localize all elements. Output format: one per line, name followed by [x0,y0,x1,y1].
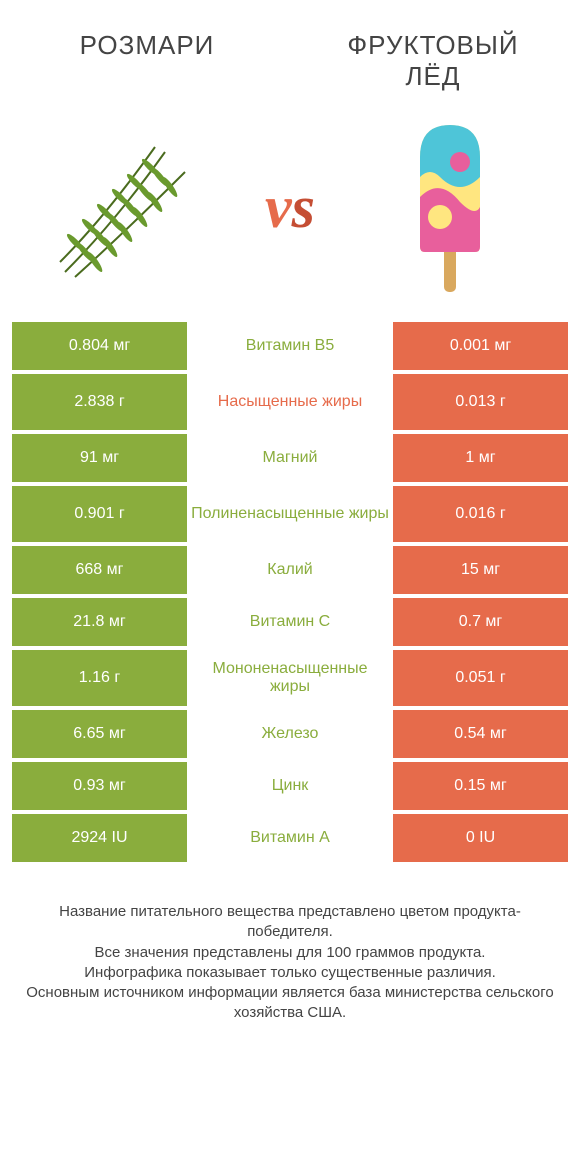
table-row: 0.901 гПолиненасыщенные жиры0.016 г [12,486,568,542]
footnote-line: Основным источником информации является … [20,983,560,1024]
table-row: 2.838 гНасыщенные жиры0.013 г [12,374,568,430]
images-row: vs [0,102,580,322]
value-right: 0.013 г [393,374,568,430]
table-row: 91 мгМагний1 мг [12,434,568,482]
value-left: 0.804 мг [12,322,187,370]
table-row: 2924 IUВитамин A0 IU [12,814,568,862]
value-right: 0.54 мг [393,710,568,758]
value-right: 0.15 мг [393,762,568,810]
value-right: 15 мг [393,546,568,594]
nutrient-label: Витамин A [187,814,393,862]
comparison-table: 0.804 мгВитамин B50.001 мг2.838 гНасыщен… [0,322,580,862]
popsicle-image [360,117,540,297]
nutrient-label: Магний [187,434,393,482]
value-right: 0.016 г [393,486,568,542]
footnote-line: Инфографика показывает только существенн… [20,963,560,983]
nutrient-label: Железо [187,710,393,758]
value-right: 1 мг [393,434,568,482]
footnote: Название питательного вещества представл… [0,862,580,1034]
value-left: 21.8 мг [12,598,187,646]
table-row: 0.93 мгЦинк0.15 мг [12,762,568,810]
value-left: 0.901 г [12,486,187,542]
value-left: 668 мг [12,546,187,594]
value-left: 6.65 мг [12,710,187,758]
table-row: 0.804 мгВитамин B50.001 мг [12,322,568,370]
popsicle-icon [400,117,500,297]
title-right: ФРУКТОВЫЙ ЛЁД [316,30,550,92]
nutrient-label: Полиненасыщенные жиры [187,486,393,542]
value-left: 2.838 г [12,374,187,430]
value-left: 2924 IU [12,814,187,862]
value-right: 0.051 г [393,650,568,706]
nutrient-label: Насыщенные жиры [187,374,393,430]
table-row: 21.8 мгВитамин C0.7 мг [12,598,568,646]
nutrient-label: Калий [187,546,393,594]
value-left: 0.93 мг [12,762,187,810]
value-right: 0 IU [393,814,568,862]
footnote-line: Название питательного вещества представл… [20,902,560,943]
nutrient-label: Витамин B5 [187,322,393,370]
value-left: 91 мг [12,434,187,482]
value-right: 0.7 мг [393,598,568,646]
rosemary-icon [45,122,215,292]
table-row: 668 мгКалий15 мг [12,546,568,594]
table-row: 6.65 мгЖелезо0.54 мг [12,710,568,758]
table-row: 1.16 гМононенасыщенные жиры0.051 г [12,650,568,706]
title-left: РОЗМАРИ [30,30,264,61]
header: РОЗМАРИ ФРУКТОВЫЙ ЛЁД [0,0,580,102]
nutrient-label: Витамин C [187,598,393,646]
rosemary-image [40,117,220,297]
nutrient-label: Цинк [187,762,393,810]
value-right: 0.001 мг [393,322,568,370]
footnote-line: Все значения представлены для 100 граммо… [20,943,560,963]
nutrient-label: Мононенасыщенные жиры [187,650,393,706]
value-left: 1.16 г [12,650,187,706]
vs-label: vs [265,173,315,242]
